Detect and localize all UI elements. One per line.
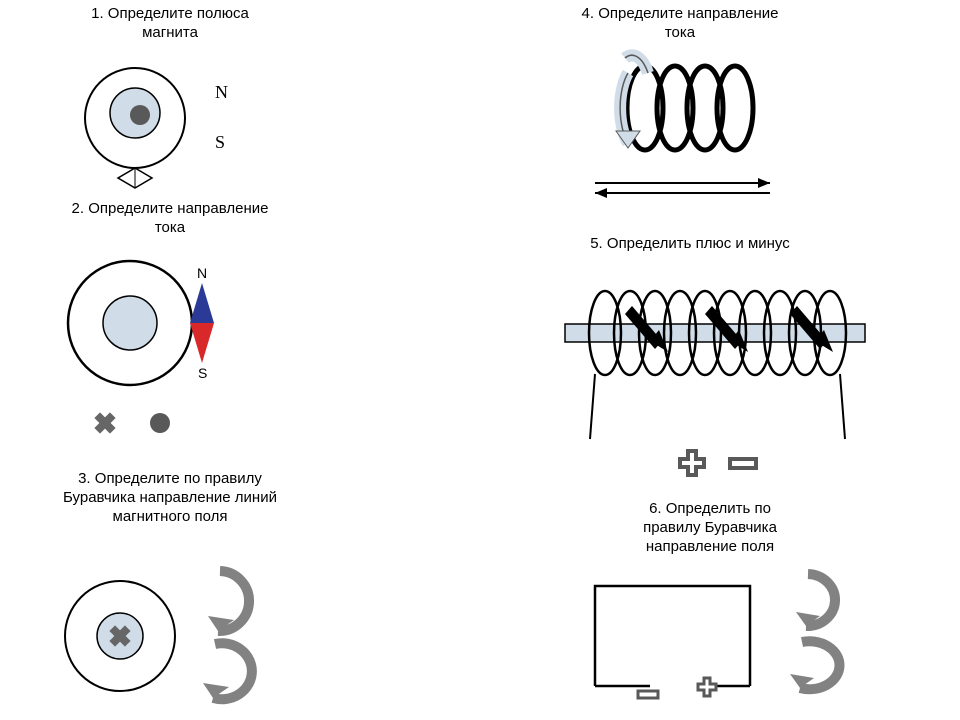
svg-text:N: N <box>197 265 207 281</box>
panel-1-title: 1. Определите полюса магнита <box>40 5 300 43</box>
minus-icon <box>730 459 756 468</box>
panel-6-title: 6. Определить по правилу Буравчика напра… <box>560 500 860 556</box>
svg-text:S: S <box>198 365 207 381</box>
panel-3: 3. Определите по правилу Буравчика напра… <box>20 470 320 711</box>
curved-arrow-icon <box>208 571 249 631</box>
panel-3-figure <box>20 526 320 711</box>
svg-text:N: N <box>215 82 228 102</box>
panel-1: 1. Определите полюса магнита N S <box>40 5 300 193</box>
panel-3-title: 3. Определите по правилу Буравчика напра… <box>20 470 320 526</box>
panel-5: 5. Определить плюс и минус <box>540 235 880 484</box>
curved-arrow-icon <box>790 641 840 689</box>
panel-4-title: 4. Определите направление тока <box>540 5 820 43</box>
panel-4-figure <box>540 43 820 213</box>
panel-1-figure: N S <box>40 43 300 193</box>
panel-2-figure: N S <box>30 238 310 458</box>
panel-6: 6. Определить по правилу Буравчика напра… <box>560 500 860 716</box>
curved-arrow-icon <box>796 574 835 626</box>
panel-5-title: 5. Определить плюс и минус <box>540 235 880 254</box>
panel-2: 2. Определите направление тока N S <box>30 200 310 458</box>
curved-arrow-icon <box>203 644 252 700</box>
panel-4: 4. Определите направление тока <box>540 5 820 213</box>
panel-2-title: 2. Определите направление тока <box>30 200 310 238</box>
svg-text:S: S <box>215 132 225 152</box>
panel-5-figure <box>540 254 880 484</box>
panel-6-figure <box>560 556 880 716</box>
plus-icon <box>680 451 704 475</box>
